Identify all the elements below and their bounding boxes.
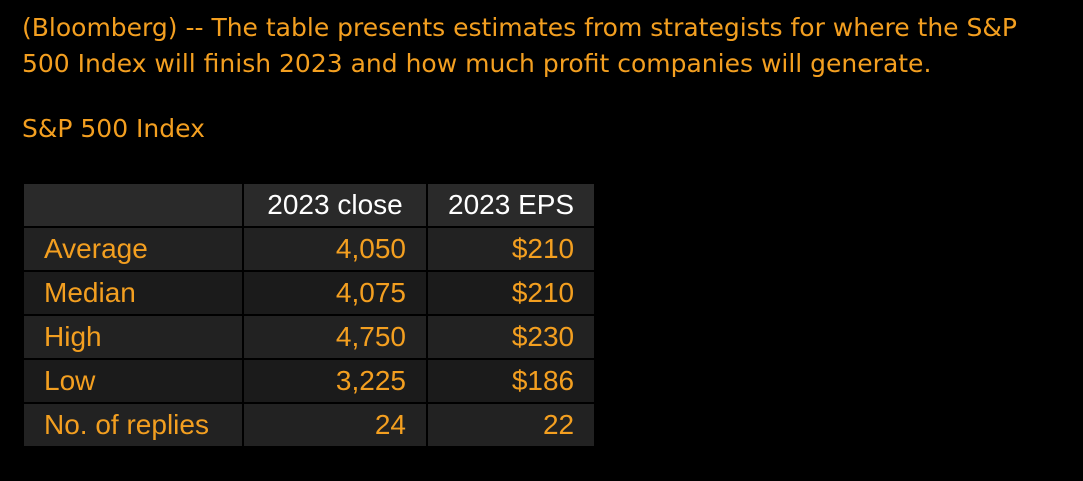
eps-value: $186: [425, 358, 597, 404]
eps-value: $230: [425, 314, 597, 360]
table-row-low: Low 3,225 $186: [22, 358, 597, 404]
intro-text: (Bloomberg) -- The table presents estima…: [22, 13, 1017, 78]
header-2023-eps: 2023 EPS: [425, 182, 597, 228]
row-label: Median: [22, 270, 244, 316]
table-header-row: 2023 close 2023 EPS: [22, 182, 597, 228]
close-value: 3,225: [242, 358, 428, 404]
table-row-high: High 4,750 $230: [22, 314, 597, 360]
header-corner: [22, 182, 244, 228]
close-value: 4,050: [242, 226, 428, 272]
close-value: 4,075: [242, 270, 428, 316]
table-row-replies: No. of replies 24 22: [22, 402, 597, 448]
close-value: 24: [242, 402, 428, 448]
eps-value: $210: [425, 226, 597, 272]
table-row-median: Median 4,075 $210: [22, 270, 597, 316]
row-label: Low: [22, 358, 244, 404]
row-label: No. of replies: [22, 402, 244, 448]
eps-value: 22: [425, 402, 597, 448]
estimates-table: 2023 close 2023 EPS Average 4,050 $210 M…: [22, 182, 597, 448]
close-value: 4,750: [242, 314, 428, 360]
row-label: High: [22, 314, 244, 360]
table-row-average: Average 4,050 $210: [22, 226, 597, 272]
row-label: Average: [22, 226, 244, 272]
header-2023-close: 2023 close: [242, 182, 428, 228]
eps-value: $210: [425, 270, 597, 316]
table-title: S&P 500 Index: [22, 114, 205, 143]
